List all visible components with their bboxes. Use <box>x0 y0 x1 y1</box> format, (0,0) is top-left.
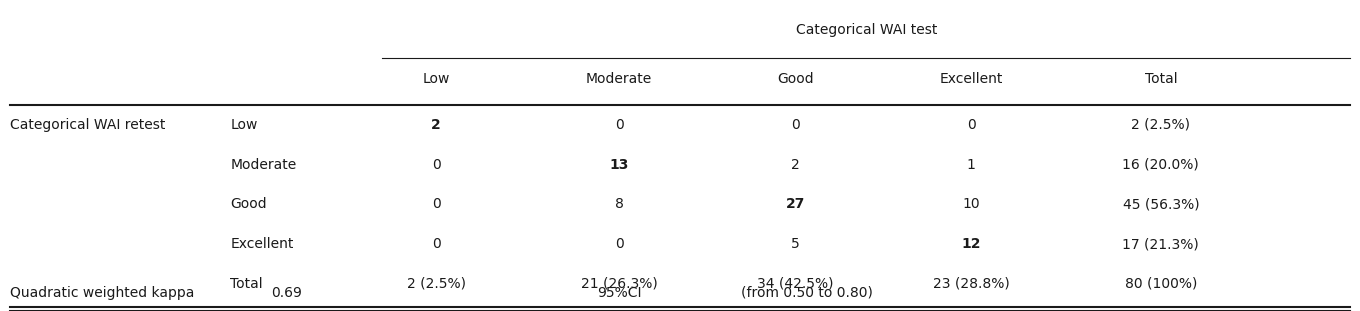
Text: Categorical WAI test: Categorical WAI test <box>796 23 937 37</box>
Text: 0: 0 <box>790 118 800 132</box>
Text: Moderate: Moderate <box>230 158 296 172</box>
Text: Moderate: Moderate <box>586 72 653 86</box>
Text: 0: 0 <box>615 237 623 251</box>
Text: 27: 27 <box>786 197 805 211</box>
Text: 34 (42.5%): 34 (42.5%) <box>758 277 834 291</box>
Text: 12: 12 <box>962 237 981 251</box>
Text: 2: 2 <box>431 118 441 132</box>
Text: 0: 0 <box>967 118 975 132</box>
Text: 23 (28.8%): 23 (28.8%) <box>933 277 1009 291</box>
Text: 80 (100%): 80 (100%) <box>1125 277 1197 291</box>
Text: 8: 8 <box>615 197 623 211</box>
Text: Total: Total <box>1145 72 1178 86</box>
Text: Categorical WAI retest: Categorical WAI retest <box>10 118 165 132</box>
Text: 2 (2.5%): 2 (2.5%) <box>407 277 465 291</box>
Text: (from 0.50 to 0.80): (from 0.50 to 0.80) <box>741 286 873 300</box>
Text: 0: 0 <box>432 237 441 251</box>
Text: 0.69: 0.69 <box>271 286 302 300</box>
Text: Quadratic weighted kappa: Quadratic weighted kappa <box>10 286 194 300</box>
Text: 13: 13 <box>609 158 628 172</box>
Text: 1: 1 <box>967 158 975 172</box>
Text: 45 (56.3%): 45 (56.3%) <box>1122 197 1200 211</box>
Text: 2: 2 <box>790 158 800 172</box>
Text: 5: 5 <box>790 237 800 251</box>
Text: 17 (21.3%): 17 (21.3%) <box>1122 237 1200 251</box>
Text: 10: 10 <box>963 197 981 211</box>
Text: 2 (2.5%): 2 (2.5%) <box>1132 118 1190 132</box>
Text: 0: 0 <box>432 197 441 211</box>
Text: Low: Low <box>230 118 257 132</box>
Text: Total: Total <box>230 277 262 291</box>
Text: 0: 0 <box>615 118 623 132</box>
Text: Excellent: Excellent <box>940 72 1002 86</box>
Text: Good: Good <box>230 197 267 211</box>
Text: 0: 0 <box>432 158 441 172</box>
Text: Low: Low <box>423 72 450 86</box>
Text: 16 (20.0%): 16 (20.0%) <box>1122 158 1200 172</box>
Text: 95%CI: 95%CI <box>597 286 642 300</box>
Text: Excellent: Excellent <box>230 237 294 251</box>
Text: Good: Good <box>777 72 813 86</box>
Text: 21 (26.3%): 21 (26.3%) <box>581 277 657 291</box>
